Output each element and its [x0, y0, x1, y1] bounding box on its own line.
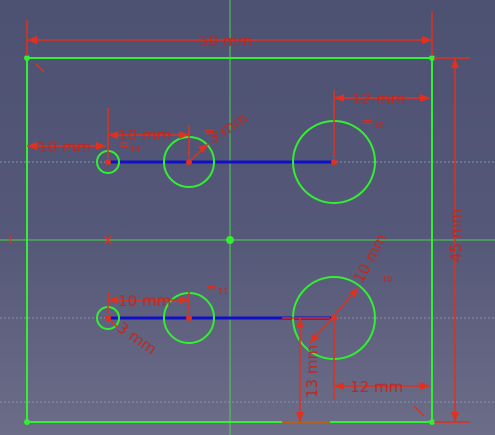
corner-hint-bottom: [413, 405, 425, 417]
dim-left-top-10[interactable]: 10 mm: [38, 138, 91, 156]
corner-point-bottom-left[interactable]: [24, 419, 30, 425]
dim-height-45[interactable]: 45 mm: [447, 209, 465, 262]
equal-constraint-top-left[interactable]: =: [119, 138, 130, 153]
corner-point-top-left[interactable]: [24, 55, 30, 61]
dim-left-bottom-10[interactable]: 10 mm: [118, 292, 171, 310]
equal-constraint-sub: 12: [215, 131, 225, 140]
center-point[interactable]: [105, 159, 111, 165]
grid-lines: [0, 161, 495, 403]
equal-constraint-top-right[interactable]: =: [362, 115, 373, 130]
equal-constraint-sub: 14: [130, 144, 140, 153]
dim-small-radius-bottom[interactable]: 3 mm: [114, 319, 160, 359]
origin-point[interactable]: [226, 236, 234, 244]
dim-right-bottom-12[interactable]: 12 mm: [350, 378, 403, 396]
outline-rectangle[interactable]: [26, 57, 433, 423]
corner-point-top-right[interactable]: [429, 55, 435, 61]
dim-bottom-13[interactable]: 13 mm: [303, 345, 321, 398]
equal-constraint-sub: 11: [218, 287, 228, 296]
corner-hint-top: [35, 63, 45, 73]
center-point[interactable]: [331, 159, 337, 165]
dim-width-50[interactable]: 50 mm: [199, 32, 252, 50]
dim-right-top-12[interactable]: 12 mm: [352, 90, 405, 108]
dim-hole-spacing-top-10[interactable]: 10 mm: [118, 126, 171, 144]
corner-point-bottom-right[interactable]: [429, 419, 435, 425]
center-point[interactable]: [186, 315, 192, 321]
equal-constraint-bottom-mid[interactable]: =: [206, 281, 217, 296]
equal-constraint-top-mid[interactable]: =: [204, 125, 215, 140]
dimension-lines: [9, 12, 470, 423]
dim-big-radius-sub: 10: [382, 275, 392, 284]
dimension-arrows: [27, 36, 459, 422]
equal-constraint-sub: 10: [374, 121, 384, 130]
